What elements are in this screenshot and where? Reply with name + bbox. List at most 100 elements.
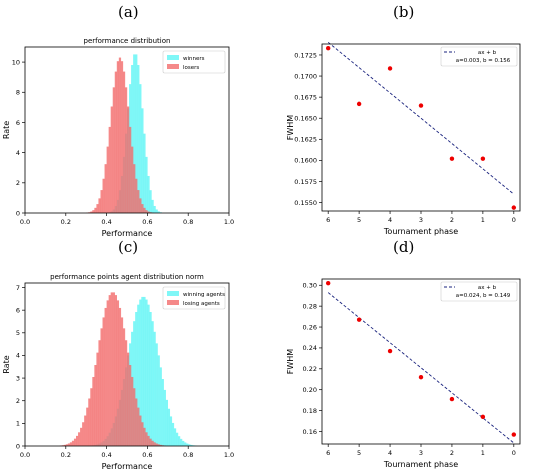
histogram-bar bbox=[118, 307, 122, 446]
histogram-bar bbox=[133, 164, 136, 213]
histogram-bar bbox=[135, 54, 138, 213]
histogram-bar bbox=[106, 300, 109, 446]
x-tick-label: 0 bbox=[512, 449, 516, 457]
histogram-bar bbox=[90, 211, 93, 213]
y-tick-label: 2 bbox=[16, 179, 20, 187]
histogram-bar bbox=[112, 292, 115, 446]
histogram-bar bbox=[167, 408, 171, 446]
plot-frame-0 bbox=[24, 46, 230, 214]
histogram-bar bbox=[139, 84, 142, 213]
histogram-bar bbox=[133, 321, 136, 446]
y-tick-label: 4 bbox=[16, 352, 20, 360]
x-tick-label: 2 bbox=[450, 449, 454, 457]
y-tick-label: 5 bbox=[16, 329, 20, 337]
x-tick-label: 5 bbox=[357, 449, 361, 457]
histogram-bar bbox=[155, 209, 158, 213]
x-tick-label: 1 bbox=[481, 449, 485, 457]
histogram-bar bbox=[104, 307, 107, 446]
histogram-bar bbox=[143, 296, 146, 446]
plot-frame-1 bbox=[321, 43, 521, 212]
x-tick-label: 0.6 bbox=[142, 451, 152, 459]
histogram-bar bbox=[96, 352, 99, 446]
scatter-point bbox=[356, 317, 362, 322]
histogram-bar bbox=[161, 379, 164, 446]
histogram-bar bbox=[114, 71, 117, 214]
histogram-bar bbox=[116, 300, 120, 446]
histogram-bar bbox=[124, 340, 128, 446]
y-tick-label: 0.24 bbox=[303, 344, 317, 352]
x-tick-label: 0.2 bbox=[61, 451, 71, 459]
x-tick-label: 3 bbox=[419, 449, 423, 457]
histogram-bar bbox=[137, 65, 140, 213]
histogram-bar bbox=[76, 435, 79, 446]
panel-label-d: (d) bbox=[393, 238, 415, 256]
scatter-point bbox=[480, 156, 486, 161]
histogram-bar bbox=[155, 343, 158, 446]
legend-title: ax + b bbox=[478, 50, 497, 56]
x-tick-label: 2 bbox=[450, 216, 454, 224]
y-tick-label: 10 bbox=[12, 58, 20, 66]
legend-label: losing agents bbox=[183, 301, 220, 307]
histogram-bar bbox=[122, 71, 126, 214]
histogram-bar bbox=[145, 210, 148, 213]
histogram-bar bbox=[80, 427, 83, 446]
histogram-bar bbox=[92, 376, 95, 446]
y-tick-label: 4 bbox=[16, 149, 20, 157]
histogram-bar bbox=[118, 57, 122, 214]
histogram-bar bbox=[131, 376, 134, 446]
histogram-bar bbox=[147, 435, 150, 446]
histogram-bar bbox=[94, 207, 97, 213]
x-axis-label: Performance bbox=[102, 229, 153, 238]
y-tick-label: 0.1725 bbox=[294, 51, 317, 59]
histogram-bar bbox=[110, 292, 113, 446]
histogram-bar bbox=[143, 427, 146, 446]
histogram-bar bbox=[102, 317, 105, 446]
y-tick-label: 0.30 bbox=[303, 282, 317, 290]
histogram-bar bbox=[94, 365, 97, 446]
histogram-bar bbox=[155, 443, 158, 446]
y-axis-label: FWHM bbox=[286, 349, 295, 375]
x-tick-label: 4 bbox=[388, 216, 392, 224]
histogram-bar bbox=[135, 178, 138, 213]
scatter-point bbox=[356, 101, 362, 107]
x-axis-label: Tournament phase bbox=[383, 227, 458, 236]
histogram-bar bbox=[157, 444, 160, 446]
histogram-bar bbox=[110, 106, 113, 213]
histogram-bar bbox=[157, 355, 160, 446]
histogram-bar bbox=[88, 398, 91, 446]
histogram-bar bbox=[73, 438, 77, 446]
histogram-bar bbox=[153, 205, 156, 213]
legend-label: a=0.024, b = 0.149 bbox=[456, 293, 511, 299]
y-axis-label: Rate bbox=[2, 121, 11, 139]
histogram-bar bbox=[69, 442, 73, 446]
fit-line-3 bbox=[327, 292, 515, 444]
x-tick-label: 0.8 bbox=[183, 451, 193, 459]
histogram-bar bbox=[129, 365, 132, 446]
histogram-bar bbox=[141, 108, 144, 213]
histogram-bar bbox=[106, 146, 109, 213]
x-tick-label: 0.0 bbox=[20, 451, 30, 459]
y-tick-label: 6 bbox=[16, 306, 20, 314]
histogram-bar bbox=[165, 399, 168, 446]
legend-swatch bbox=[167, 55, 179, 60]
histogram-bar bbox=[133, 388, 136, 446]
histogram-bar bbox=[153, 331, 156, 446]
histogram-bar bbox=[143, 133, 146, 213]
histogram-bar bbox=[145, 156, 148, 213]
histogram-bar bbox=[171, 422, 175, 446]
histogram-bar bbox=[139, 415, 142, 446]
histogram-bar bbox=[137, 190, 140, 213]
histogram-bar bbox=[100, 190, 103, 213]
histogram-bar bbox=[135, 311, 138, 446]
y-tick-label: 0.1550 bbox=[294, 199, 317, 207]
legend-label: a=0.003, b = 0.156 bbox=[456, 58, 511, 64]
scatter-point bbox=[480, 414, 486, 420]
y-tick-label: 0.1575 bbox=[294, 178, 317, 186]
y-tick-label: 0.28 bbox=[303, 302, 317, 310]
histogram-bar bbox=[186, 443, 189, 446]
histogram-bar bbox=[114, 295, 117, 446]
histogram-bar bbox=[63, 444, 66, 446]
histogram-bar bbox=[149, 438, 152, 446]
y-tick-label: 0.26 bbox=[303, 323, 317, 331]
y-axis-label: FWHM bbox=[286, 115, 295, 141]
